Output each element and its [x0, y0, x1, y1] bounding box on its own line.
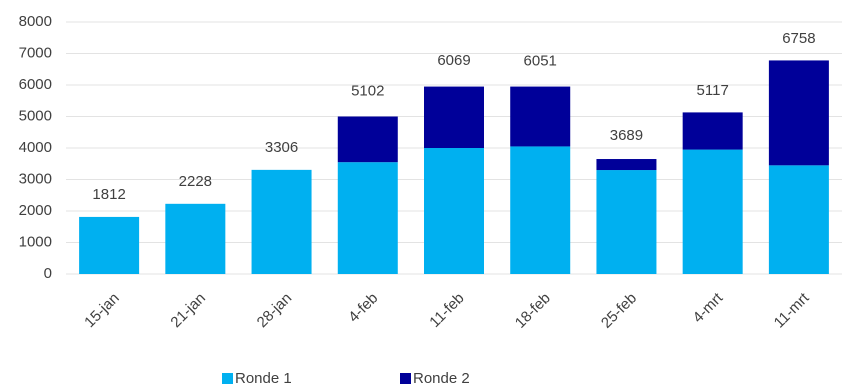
bar-segment [424, 86, 484, 148]
y-tick-label: 4000 [19, 139, 52, 156]
legend-label: Ronde 2 [413, 370, 470, 387]
x-tick-label: 21-jan [167, 290, 209, 332]
bar-segment [510, 86, 571, 147]
x-tick-label: 4-feb [345, 290, 381, 326]
bar-segment [682, 112, 743, 150]
y-tick-label: 0 [44, 265, 52, 282]
bar-segment [79, 216, 140, 274]
x-tick-label: 11-mrt [771, 289, 813, 331]
bar-segment [768, 60, 829, 166]
x-tick-label: 28-jan [254, 290, 296, 332]
x-tick-label: 25-feb [598, 290, 640, 332]
total-label: 1812 [92, 186, 125, 203]
bar-segment [165, 203, 226, 274]
y-tick-label: 3000 [19, 170, 52, 187]
x-tick-label: 4-mrt [690, 289, 727, 326]
y-tick-label: 5000 [19, 107, 52, 124]
y-tick-label: 2000 [19, 202, 52, 219]
total-label: 3306 [265, 139, 298, 156]
bar-segment [596, 159, 657, 171]
x-tick-label: 18-feb [512, 290, 554, 332]
bar-segment [682, 149, 743, 274]
total-label: 2228 [179, 173, 212, 190]
bar-segment [768, 165, 829, 274]
total-label: 3689 [610, 127, 643, 144]
bar-segment [337, 116, 398, 163]
bar-segment [596, 170, 657, 274]
bar-segment [424, 148, 484, 274]
x-tick-label: 15-jan [81, 290, 123, 332]
legend-label: Ronde 1 [235, 370, 292, 387]
total-label: 6051 [524, 52, 557, 69]
x-tick-label: 11-feb [426, 290, 467, 331]
bar-segment [337, 162, 398, 274]
bar-segment [510, 146, 571, 274]
bar-segment [251, 169, 312, 274]
y-tick-label: 7000 [19, 44, 52, 61]
total-label: 5102 [351, 82, 384, 99]
y-tick-label: 6000 [19, 76, 52, 93]
total-label: 6069 [437, 52, 470, 69]
legend-swatch [222, 373, 233, 384]
total-label: 6758 [782, 30, 815, 47]
legend-swatch [400, 373, 411, 384]
total-label: 5117 [697, 82, 729, 99]
y-tick-label: 1000 [19, 233, 52, 250]
y-tick-label: 8000 [19, 13, 52, 30]
